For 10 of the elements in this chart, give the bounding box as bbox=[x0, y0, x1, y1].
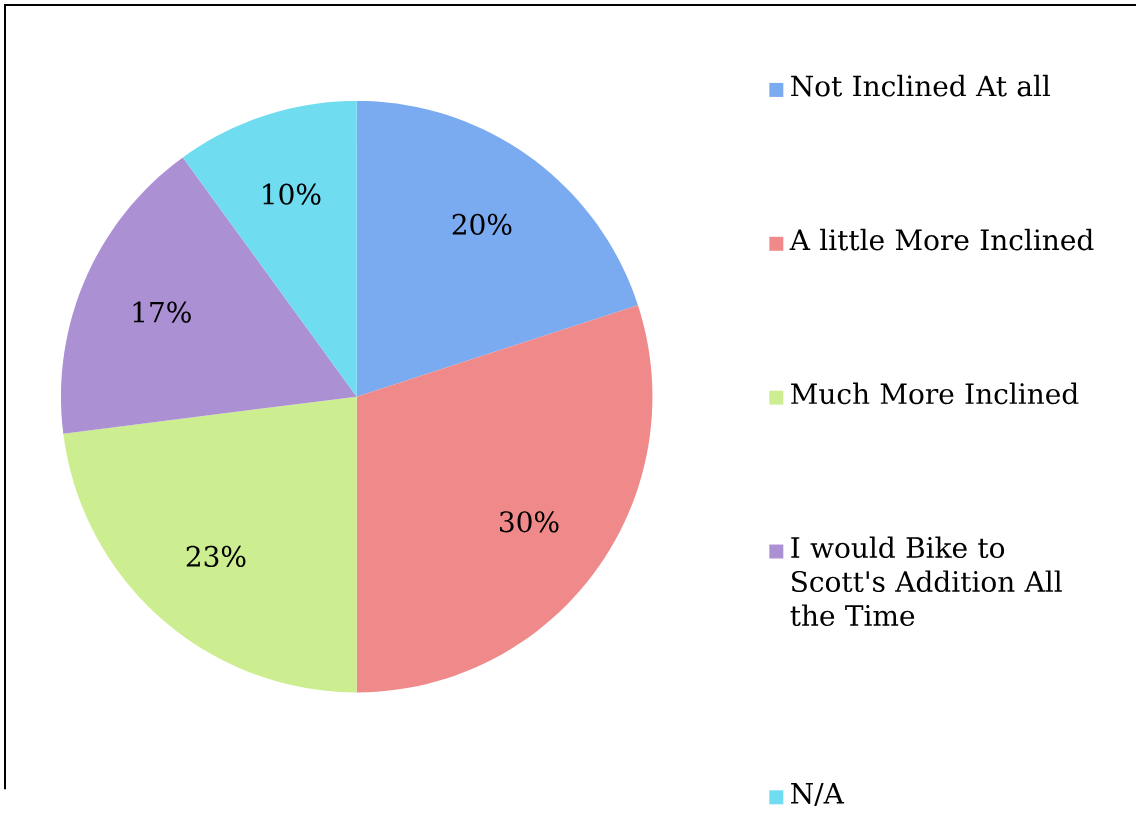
data-label: 10% bbox=[263, 183, 321, 205]
data-label: 23% bbox=[186, 545, 246, 568]
data-label: 30% bbox=[500, 511, 559, 533]
legend-label: A little More Inclined bbox=[789, 228, 1094, 251]
legend-label: Not Inclined At all bbox=[791, 75, 1051, 97]
legend-label: N/A bbox=[791, 783, 845, 807]
legend-label: Much More Inclined bbox=[791, 382, 1079, 405]
data-label: 20% bbox=[452, 213, 512, 236]
data-label: 17% bbox=[133, 301, 191, 323]
legend-label: I would Bike to Scott's Addition All the Time bbox=[790, 536, 1062, 627]
